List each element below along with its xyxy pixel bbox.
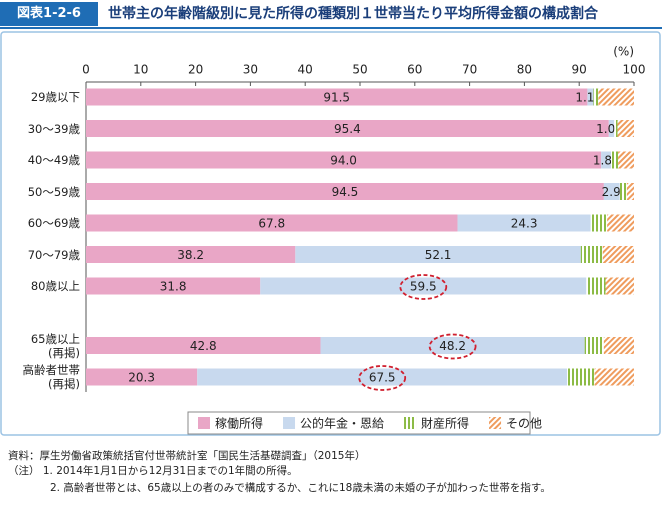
x-tick-label: 10 [133, 63, 148, 77]
bar-segment [86, 183, 604, 200]
unit-label: (%) [613, 45, 634, 59]
y-tick-label: 30～39歳 [27, 121, 80, 136]
x-tick-label: 100 [623, 63, 646, 77]
bar-segment [601, 151, 611, 169]
bar-segment [457, 214, 591, 232]
y-tick-label: 70～79歳 [27, 247, 80, 262]
bar-segment [86, 277, 261, 295]
bar-segment [598, 88, 634, 106]
value-label: 59.5 [410, 280, 437, 294]
value-label: 1.1 [575, 91, 594, 105]
y-tick-label: 40～49歳 [27, 153, 80, 167]
header-rule [0, 27, 662, 29]
value-label: 95.4 [334, 122, 361, 136]
bar-segment [594, 368, 634, 386]
chart-frame [0, 31, 661, 436]
bar-segment [608, 120, 615, 137]
bar-segment [607, 214, 634, 232]
bar-segment [567, 368, 595, 386]
x-tick-label: 70 [462, 63, 477, 77]
bar-segment [590, 214, 608, 232]
value-label: 94.0 [330, 154, 357, 168]
source-note: 資料：厚生労働省政策統括官付世帯統計室「国民生活基礎調査」（2015年） [8, 450, 366, 462]
bar-segment [260, 277, 587, 295]
y-tick-label: 50～59歳 [27, 184, 80, 199]
note: （注） 1. 2014年1月1日から12月31日までの1年間の所得。 [8, 465, 298, 477]
legend-swatch [283, 417, 296, 429]
highlight-circle [428, 333, 477, 360]
value-label: 67.5 [369, 371, 396, 385]
value-label: 2.9 [602, 185, 621, 199]
x-tick-label: 50 [352, 63, 367, 77]
bar-segment [618, 151, 634, 169]
legend-label: その他 [506, 417, 542, 431]
value-label: 94.5 [332, 185, 359, 199]
bar-segment [619, 183, 627, 200]
value-label: 91.5 [323, 91, 350, 105]
bar-segment [626, 183, 634, 200]
legend-swatch [489, 417, 502, 429]
bar-segment [584, 337, 604, 354]
figure-number: 図表1-2-6 [0, 2, 98, 26]
value-label: 31.8 [160, 280, 187, 294]
highlight-circle [399, 274, 448, 300]
x-tick-label: 60 [407, 63, 422, 77]
bar-segment [86, 214, 458, 232]
y-tick-label: 80歳以上 [30, 279, 80, 293]
bar-segment [602, 246, 634, 263]
legend-label: 財産所得 [421, 416, 469, 431]
bar-segment [86, 151, 602, 169]
value-label: 1.8 [593, 154, 612, 168]
value-label: 1.0 [596, 122, 615, 136]
bar-segment [605, 277, 634, 295]
bar-segment [617, 120, 634, 137]
bar-segment [86, 246, 296, 263]
value-label: 38.2 [177, 248, 204, 262]
value-label: 48.2 [439, 339, 466, 353]
bar-segment [593, 88, 599, 106]
value-label: 20.3 [128, 371, 155, 385]
value-label: 52.1 [425, 248, 452, 262]
y-tick-label: 60～69歳 [27, 216, 80, 230]
bar-segment [320, 337, 585, 354]
x-tick-label: 80 [517, 63, 532, 77]
bar-segment [86, 368, 198, 386]
legend-label: 稼働所得 [215, 416, 263, 431]
value-label: 42.8 [190, 339, 217, 353]
bar-segment [295, 246, 581, 263]
value-label: 67.8 [258, 217, 285, 231]
x-tick-label: 20 [188, 63, 203, 77]
bar-segment [614, 120, 618, 137]
bar-segment [86, 88, 588, 106]
note: 2. 高齢者世帯とは、65歳以上の者のみで構成するか、これに18歳未満の未婚の子… [50, 482, 551, 494]
bar-segment [86, 120, 609, 137]
legend-swatch [404, 417, 417, 429]
legend-swatch [198, 417, 210, 429]
bar-segment [603, 183, 620, 200]
bar-segment [587, 88, 594, 106]
highlight-circle [358, 365, 407, 391]
bar-segment [586, 277, 606, 295]
legend-label: 公的年金・恩給 [300, 416, 384, 431]
y-tick-label: 29歳以下 [30, 90, 80, 104]
x-tick-label: 40 [298, 63, 313, 77]
bar-segment [86, 337, 321, 354]
bar-segment [603, 337, 634, 354]
value-label: 24.3 [511, 217, 538, 231]
x-tick-label: 90 [572, 63, 587, 77]
x-tick-label: 0 [82, 63, 90, 77]
bar-segment [197, 368, 568, 386]
y-tick-label: 高齢者世帯 (再掲) [22, 363, 81, 391]
chart-title: 世帯主の年齢階級別に見た所得の種類別１世帯当たり平均所得金額の構成割合 [108, 6, 598, 22]
legend-box [187, 411, 531, 435]
bar-segment [610, 151, 619, 169]
bar-segment [580, 246, 603, 263]
y-tick-label: 65歳以上 (再掲) [30, 331, 80, 360]
x-tick-label: 30 [243, 63, 258, 77]
